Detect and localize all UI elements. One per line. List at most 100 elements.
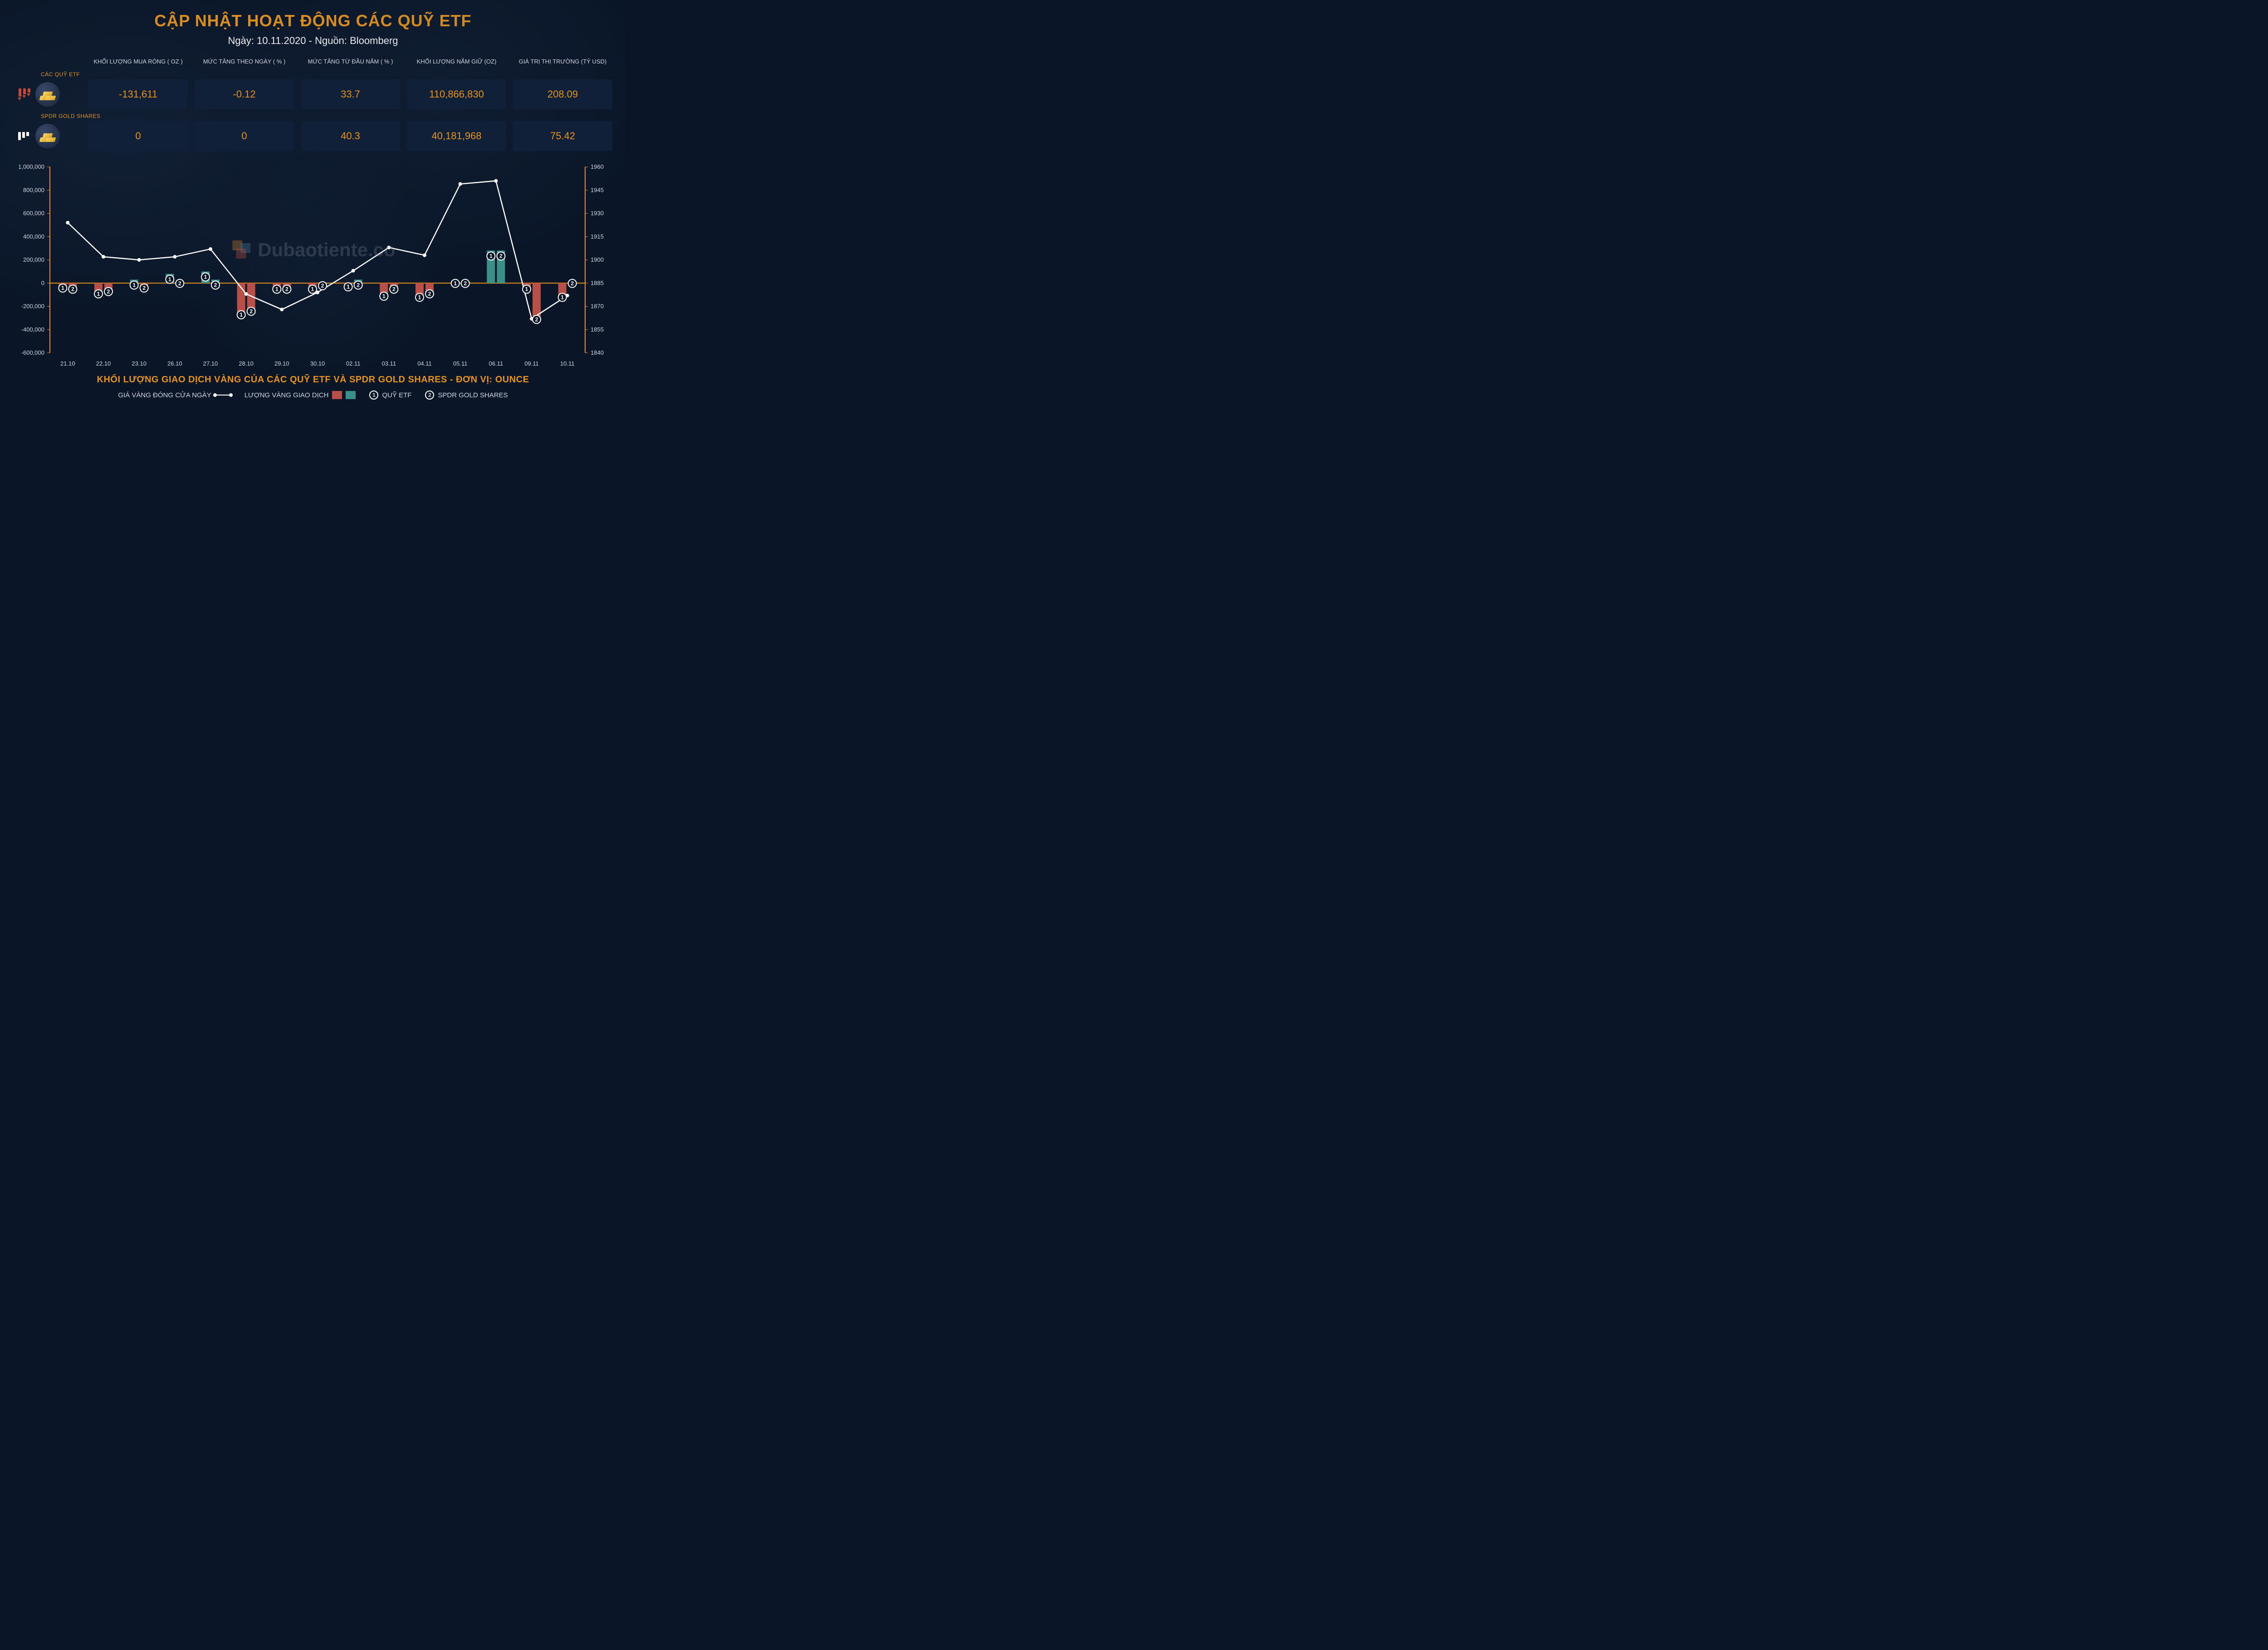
svg-text:1: 1	[132, 282, 136, 288]
svg-text:02.11: 02.11	[346, 360, 361, 367]
gold-bars-icon	[35, 124, 60, 148]
col-header-4: GIÁ TRỊ THỊ TRƯỜNG (TỶ USD)	[513, 56, 612, 68]
svg-text:1,000,000: 1,000,000	[18, 163, 44, 170]
svg-text:2: 2	[535, 316, 538, 322]
svg-text:26.10: 26.10	[167, 360, 182, 367]
svg-text:05.11: 05.11	[453, 360, 468, 367]
svg-text:1945: 1945	[591, 186, 604, 193]
svg-text:1840: 1840	[591, 349, 604, 356]
svg-text:22.10: 22.10	[96, 360, 111, 367]
svg-text:10.11: 10.11	[560, 360, 575, 367]
svg-text:400,000: 400,000	[23, 233, 44, 240]
svg-text:1: 1	[418, 294, 421, 301]
svg-text:1870: 1870	[591, 303, 604, 310]
svg-text:1: 1	[204, 274, 207, 280]
svg-text:30.10: 30.10	[310, 360, 325, 367]
legend-b1-label: QUỸ ETF	[382, 391, 411, 399]
svg-text:800,000: 800,000	[23, 186, 44, 193]
svg-text:1: 1	[382, 293, 386, 299]
table-row: 0 0 40.3 40,181,968 75.42	[14, 121, 612, 151]
svg-text:06.11: 06.11	[489, 360, 503, 367]
svg-text:2: 2	[464, 280, 467, 287]
svg-text:2: 2	[571, 280, 574, 287]
legend-badge-1: 1	[369, 391, 378, 400]
col-header-3: KHỐI LƯỢNG NẮM GIỮ (OZ)	[407, 56, 506, 68]
trend-flat-icon	[18, 122, 31, 150]
svg-text:1960: 1960	[591, 163, 604, 170]
svg-text:1: 1	[275, 286, 279, 293]
cell-etf-3: 110,866,830	[407, 79, 506, 109]
svg-text:2: 2	[285, 286, 288, 293]
svg-text:2: 2	[249, 308, 253, 315]
col-header-0: KHỐI LƯỢNG MUA RÒNG ( OZ )	[88, 56, 188, 68]
cell-etf-2: 33.7	[301, 79, 400, 109]
svg-text:28.10: 28.10	[239, 360, 254, 367]
svg-text:1915: 1915	[591, 233, 604, 240]
svg-text:1930: 1930	[591, 210, 604, 217]
svg-text:2: 2	[142, 285, 146, 291]
svg-text:200,000: 200,000	[23, 256, 44, 263]
cell-etf-0: -131,611	[88, 79, 188, 109]
cell-spdr-1: 0	[195, 121, 294, 151]
legend-b2-label: SPDR GOLD SHARES	[438, 391, 508, 399]
page-title: CẬP NHẬT HOẠT ĐỘNG CÁC QUỸ ETF	[14, 11, 612, 30]
svg-text:1: 1	[240, 312, 243, 318]
chart-svg: -600,000 -400,000 -200,000 0 200,000 400,000 6…	[14, 162, 612, 371]
svg-text:600,000: 600,000	[23, 210, 44, 217]
svg-text:2: 2	[107, 288, 110, 295]
legend-badge-2: 2	[425, 391, 434, 400]
svg-text:1: 1	[311, 286, 314, 293]
col-header-2: MỨC TĂNG TỪ ĐẦU NĂM ( % )	[301, 56, 400, 68]
svg-text:1: 1	[168, 276, 171, 283]
svg-text:2: 2	[357, 282, 360, 288]
svg-text:1: 1	[561, 294, 564, 301]
svg-text:-600,000: -600,000	[21, 349, 44, 356]
svg-text:21.10: 21.10	[60, 360, 75, 367]
svg-text:27.10: 27.10	[203, 360, 218, 367]
svg-text:2: 2	[392, 286, 396, 293]
chart-legend: GIÁ VÀNG ĐÓNG CỬA NGÀY LƯỢNG VÀNG GIAO D…	[14, 391, 612, 400]
gold-bars-icon	[35, 82, 60, 107]
svg-text:1: 1	[525, 286, 528, 293]
svg-text:2: 2	[71, 286, 74, 293]
svg-text:-400,000: -400,000	[21, 326, 44, 333]
svg-text:2: 2	[499, 253, 503, 259]
cell-spdr-4: 75.42	[513, 121, 612, 151]
svg-text:0: 0	[41, 279, 44, 286]
table-row: -131,611 -0.12 33.7 110,866,830 208.09	[14, 79, 612, 109]
cell-etf-4: 208.09	[513, 79, 612, 109]
legend-pos-swatch	[346, 391, 356, 399]
legend-bars-label: LƯỢNG VÀNG GIAO DỊCH	[244, 391, 329, 399]
svg-text:2: 2	[321, 283, 324, 289]
row-label-spdr: SPDR GOLD SHARES	[14, 113, 612, 119]
svg-text:1: 1	[454, 280, 457, 287]
svg-text:-200,000: -200,000	[21, 303, 44, 310]
page-subtitle: Ngày: 10.11.2020 - Nguồn: Bloomberg	[14, 35, 612, 47]
svg-text:1: 1	[347, 284, 350, 290]
summary-table: KHỐI LƯỢNG MUA RÒNG ( OZ ) MỨC TĂNG THEO…	[14, 56, 612, 151]
svg-text:2: 2	[428, 291, 431, 297]
svg-text:03.11: 03.11	[382, 360, 396, 367]
svg-text:1: 1	[61, 285, 64, 291]
trend-down-icon	[18, 81, 31, 108]
cell-spdr-2: 40.3	[301, 121, 400, 151]
legend-line-label: GIÁ VÀNG ĐÓNG CỬA NGÀY	[118, 391, 211, 399]
legend-neg-swatch	[332, 391, 342, 399]
svg-text:29.10: 29.10	[274, 360, 289, 367]
svg-text:2: 2	[214, 282, 217, 288]
cell-spdr-0: 0	[88, 121, 188, 151]
chart-title: KHỐI LƯỢNG GIAO DỊCH VÀNG CỦA CÁC QUỸ ET…	[14, 375, 612, 385]
cell-etf-1: -0.12	[195, 79, 294, 109]
main-chart: Dubaotiente.co -600,000-400,000-200,0000…	[14, 162, 612, 371]
svg-text:09.11: 09.11	[524, 360, 539, 367]
cell-spdr-3: 40,181,968	[407, 121, 506, 151]
svg-text:1: 1	[97, 291, 100, 297]
col-header-1: MỨC TĂNG THEO NGÀY ( % )	[195, 56, 294, 68]
svg-text:1855: 1855	[591, 326, 604, 333]
svg-text:04.11: 04.11	[417, 360, 432, 367]
svg-text:1885: 1885	[591, 279, 604, 286]
row-label-etf: CÁC QUỸ ETF	[14, 71, 612, 78]
svg-text:1: 1	[489, 253, 493, 259]
svg-text:23.10: 23.10	[132, 360, 147, 367]
svg-text:1900: 1900	[591, 256, 604, 263]
